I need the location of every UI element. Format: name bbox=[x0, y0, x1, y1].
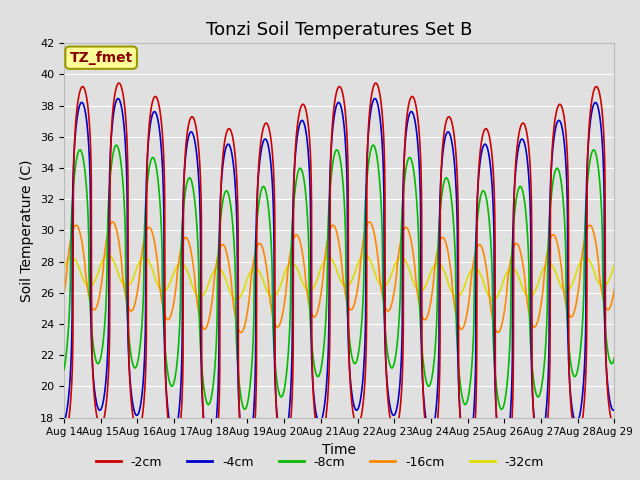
Y-axis label: Soil Temperature (C): Soil Temperature (C) bbox=[20, 159, 35, 301]
Title: Tonzi Soil Temperatures Set B: Tonzi Soil Temperatures Set B bbox=[206, 21, 472, 39]
Text: TZ_fmet: TZ_fmet bbox=[70, 51, 132, 65]
X-axis label: Time: Time bbox=[322, 443, 356, 457]
Legend: -2cm, -4cm, -8cm, -16cm, -32cm: -2cm, -4cm, -8cm, -16cm, -32cm bbox=[91, 451, 549, 474]
